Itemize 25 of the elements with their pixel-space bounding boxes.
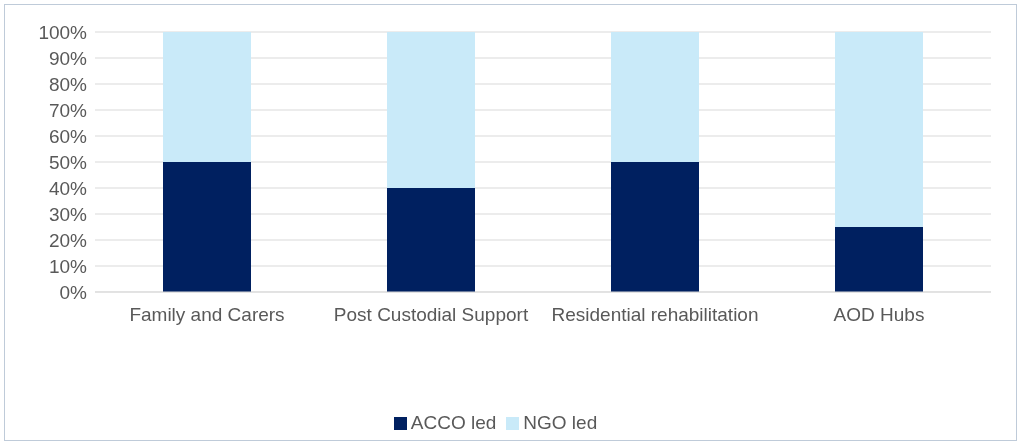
bar — [163, 162, 251, 292]
y-tick-label: 60% — [48, 125, 88, 147]
bar — [835, 32, 923, 227]
bar — [611, 162, 699, 292]
bar — [163, 32, 251, 162]
y-tick-label: 40% — [48, 177, 88, 199]
bar — [387, 32, 475, 188]
x-tick-label: Post Custodial Support — [333, 304, 529, 326]
y-tick-label: 100% — [38, 21, 88, 43]
x-tick-label: Family and Carers — [129, 304, 285, 326]
y-tick-label: 0% — [59, 281, 88, 303]
bar — [387, 188, 475, 292]
x-tick-label: AOD Hubs — [833, 304, 925, 326]
legend-label: NGO led — [523, 412, 598, 433]
y-tick-label: 90% — [48, 47, 88, 69]
legend-label: ACCO led — [410, 412, 497, 433]
bar — [611, 32, 699, 162]
y-tick-label: 30% — [48, 203, 88, 225]
x-tick-label: Residential rehabilitation — [551, 304, 759, 326]
y-tick-label: 50% — [48, 151, 88, 173]
y-tick-label: 20% — [48, 229, 88, 251]
y-tick-label: 80% — [48, 73, 88, 95]
y-tick-label: 10% — [48, 255, 88, 277]
bar — [835, 227, 923, 292]
y-tick-label: 70% — [48, 99, 88, 121]
